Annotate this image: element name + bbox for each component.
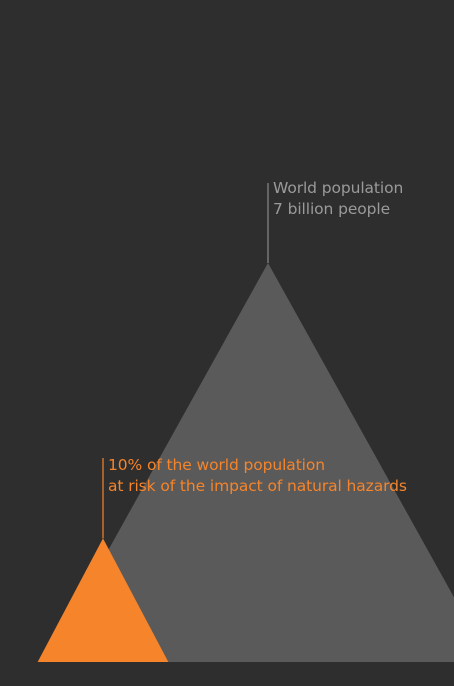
world-population-label: World population 7 billion people	[273, 178, 403, 220]
at-risk-population-triangle	[37, 538, 169, 662]
world-population-label-line-1: World population	[273, 179, 404, 197]
world-population-triangle	[46, 263, 454, 662]
at-risk-label-line-2: at risk of the impact of natural hazards	[108, 477, 407, 495]
at-risk-population-label: 10% of the world population at risk of t…	[108, 455, 407, 497]
at-risk-label-line-1: 10% of the world population	[108, 456, 325, 474]
world-population-label-line-2: 7 billion people	[273, 200, 391, 218]
